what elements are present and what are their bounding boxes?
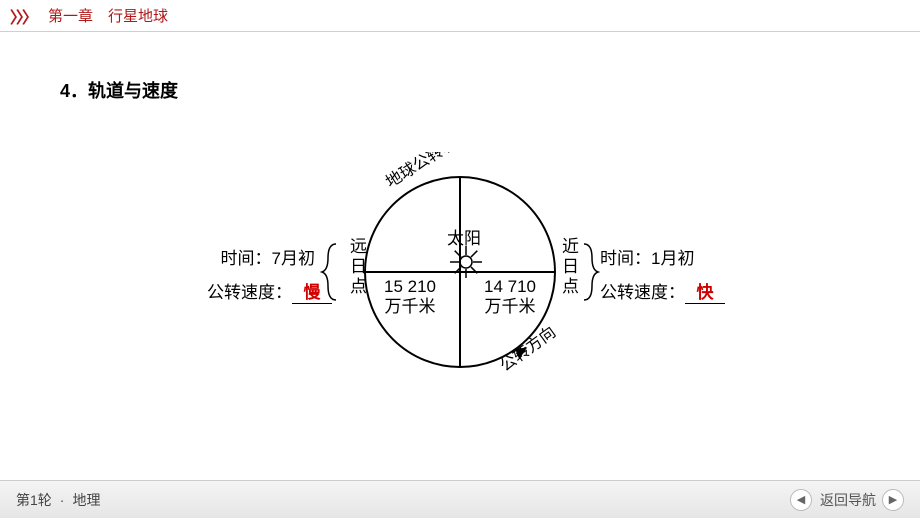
- prev-button[interactable]: ◀: [790, 489, 812, 511]
- right-time-label: 时间：: [600, 249, 651, 268]
- aphelion-label: 远日点: [350, 237, 367, 296]
- right-time-row: 时间：1月初: [600, 244, 694, 269]
- left-time-label: 时间：: [221, 249, 272, 268]
- orbit-diagram: 太阳 地球公转轨道 公转方向 15 210 万千米 14 710 万千米 远日点…: [110, 152, 810, 392]
- sun-label: 太阳: [447, 229, 481, 248]
- left-speed-label: 公转速度：: [207, 283, 292, 302]
- left-distance-value: 15 210: [384, 277, 436, 296]
- header-chevrons-icon: 〉〉〉: [10, 4, 36, 28]
- right-distance-unit: 万千米: [485, 297, 536, 316]
- back-nav-label[interactable]: 返回导航: [820, 490, 876, 510]
- footer-subject: 地理: [72, 490, 100, 510]
- page-header: 〉〉〉 第一章 行星地球: [0, 0, 920, 32]
- direction-label: 公转方向: [497, 323, 559, 375]
- left-speed-row: 公转速度： 慢: [132, 278, 332, 304]
- left-time-row: 时间：7月初: [165, 244, 315, 269]
- next-button[interactable]: ▶: [882, 489, 904, 511]
- perihelion-label: 近日点: [562, 237, 579, 296]
- sun-icon: [450, 246, 482, 278]
- right-brace-icon: [584, 244, 598, 300]
- footer-dot: ·: [60, 492, 65, 508]
- section-number: 4．: [60, 81, 88, 101]
- right-speed-answer: 快: [697, 283, 714, 302]
- diagram-svg: 太阳 地球公转轨道 公转方向 15 210 万千米 14 710 万千米 远日点…: [110, 152, 810, 392]
- footer-round: 第1轮: [16, 490, 52, 510]
- section-heading: 4．轨道与速度: [60, 77, 178, 103]
- section-title-text: 轨道与速度: [88, 81, 178, 101]
- page-footer: 第1轮 · 地理 ◀ 返回导航 ▶: [0, 480, 920, 518]
- right-time-value: 1月初: [651, 249, 694, 268]
- right-distance-value: 14 710: [484, 277, 536, 296]
- right-speed-label: 公转速度：: [600, 283, 685, 302]
- left-distance-unit: 万千米: [385, 297, 436, 316]
- left-time-value: 7月初: [272, 249, 315, 268]
- left-speed-answer: 慢: [304, 283, 321, 302]
- right-speed-row: 公转速度： 快: [600, 278, 725, 304]
- chapter-title: 第一章 行星地球: [48, 5, 168, 26]
- content-area: 4．轨道与速度 太阳 地球公转轨道 公转方向 15 210 万千米 14 710…: [0, 32, 920, 480]
